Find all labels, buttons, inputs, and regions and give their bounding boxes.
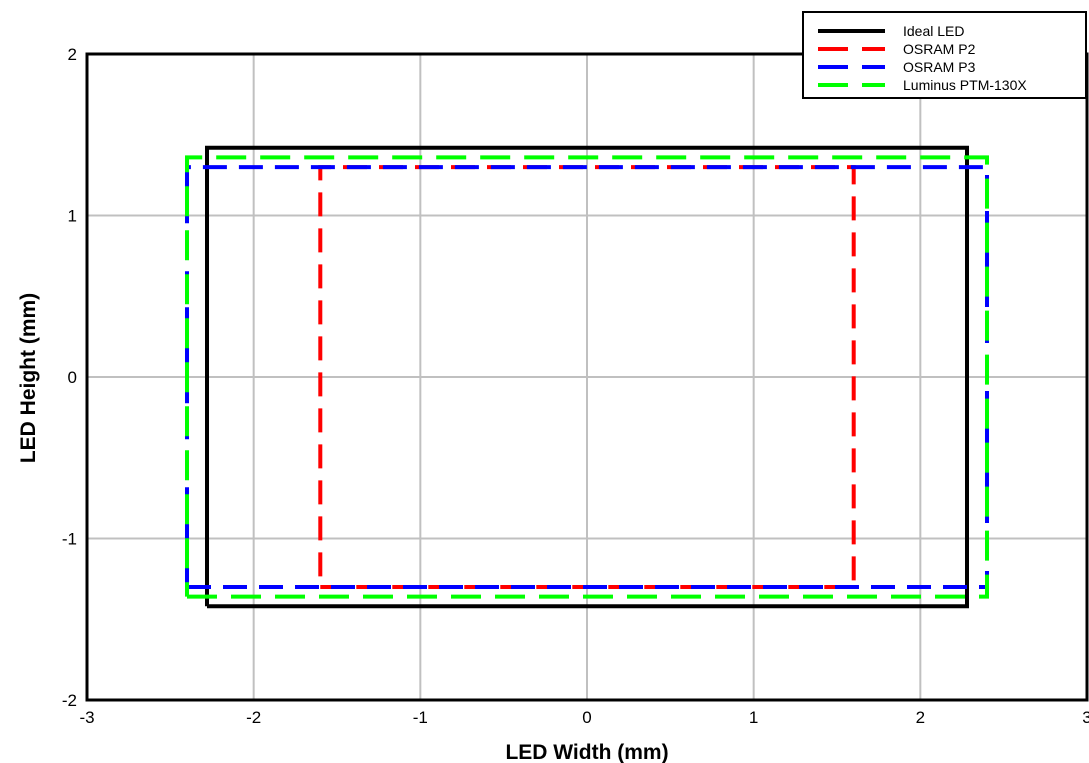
x-tick-label: -1 [413, 708, 428, 727]
x-tick-label: -3 [79, 708, 94, 727]
x-axis-title: LED Width (mm) [505, 741, 668, 763]
legend: Ideal LED OSRAM P2 OSRAM P3 Luminus PTM-130… [802, 11, 1087, 99]
y-tick-label: -1 [62, 530, 77, 549]
x-tick-label: 1 [749, 708, 758, 727]
legend-box [802, 11, 1087, 99]
y-axis-title: LED Height (mm) [17, 293, 40, 463]
y-tick-label: -2 [62, 691, 77, 710]
x-tick-label: 3 [1082, 708, 1089, 727]
legend-label-ideal-led: Ideal LED [903, 23, 964, 39]
x-tick-label: -2 [246, 708, 261, 727]
y-tick-label: 1 [68, 207, 77, 226]
legend-label-osram-p2: OSRAM P2 [903, 41, 976, 57]
x-tick-label: 0 [582, 708, 591, 727]
series-luminus-ptm-130x [185, 155, 989, 599]
y-tick-label: 2 [68, 45, 77, 64]
x-tick-label: 2 [916, 708, 925, 727]
y-tick-label: 0 [68, 368, 77, 387]
series-layer [185, 145, 989, 609]
grid [86, 53, 1088, 701]
plot-area-frame [85, 52, 1089, 702]
legend-label-luminus-ptm-130x: Luminus PTM-130X [903, 77, 1027, 93]
legend-label-osram-p3: OSRAM P3 [903, 59, 976, 75]
series-ideal-led [205, 145, 969, 609]
